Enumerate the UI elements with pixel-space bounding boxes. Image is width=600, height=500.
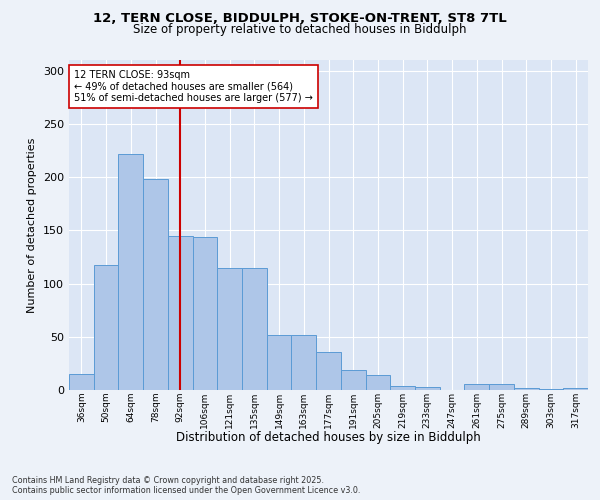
Bar [69,374,94,390]
Bar [415,387,440,390]
Bar [242,268,267,390]
Y-axis label: Number of detached properties: Number of detached properties [28,138,37,312]
Text: Size of property relative to detached houses in Biddulph: Size of property relative to detached ho… [133,22,467,36]
Bar [168,236,193,390]
Bar [341,370,365,390]
Bar [267,334,292,390]
Text: 12, TERN CLOSE, BIDDULPH, STOKE-ON-TRENT, ST8 7TL: 12, TERN CLOSE, BIDDULPH, STOKE-ON-TRENT… [93,12,507,26]
Bar [118,154,143,390]
Bar [464,384,489,390]
Bar [390,386,415,390]
Text: 12 TERN CLOSE: 93sqm
← 49% of detached houses are smaller (564)
51% of semi-deta: 12 TERN CLOSE: 93sqm ← 49% of detached h… [74,70,313,103]
Bar [365,375,390,390]
Bar [539,389,563,390]
Bar [514,388,539,390]
Text: Contains HM Land Registry data © Crown copyright and database right 2025.
Contai: Contains HM Land Registry data © Crown c… [12,476,361,495]
Bar [193,236,217,390]
Bar [489,384,514,390]
Bar [316,352,341,390]
Bar [217,268,242,390]
Bar [94,266,118,390]
Bar [143,179,168,390]
Bar [563,388,588,390]
X-axis label: Distribution of detached houses by size in Biddulph: Distribution of detached houses by size … [176,430,481,444]
Bar [292,334,316,390]
